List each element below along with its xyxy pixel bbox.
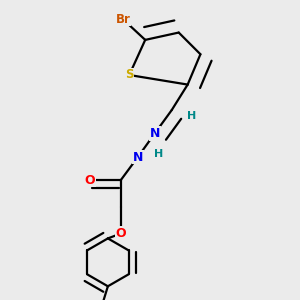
Text: N: N [133, 151, 143, 164]
Text: S: S [125, 68, 134, 82]
Text: N: N [150, 127, 160, 140]
Text: O: O [115, 227, 126, 240]
Text: H: H [187, 110, 196, 121]
Text: H: H [154, 149, 163, 160]
Text: O: O [85, 174, 95, 187]
Text: Br: Br [116, 13, 130, 26]
